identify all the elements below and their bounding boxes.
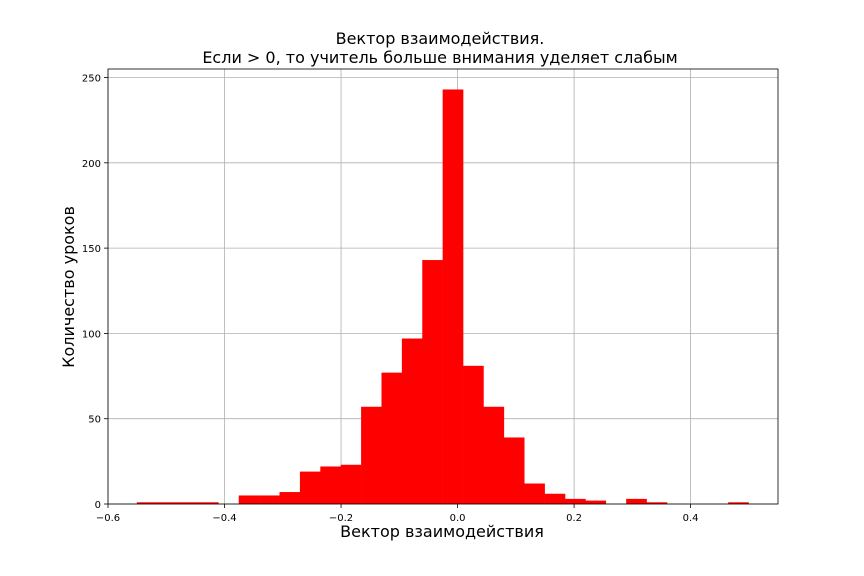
histogram-bar bbox=[564, 498, 586, 504]
x-axis-label: Вектор взаимодействия bbox=[340, 522, 544, 541]
bars bbox=[136, 89, 749, 505]
histogram-bar bbox=[626, 498, 647, 504]
histogram-bar bbox=[544, 493, 566, 504]
y-tick-label: 50 bbox=[88, 415, 101, 426]
histogram-bar bbox=[279, 492, 301, 504]
histogram-bar bbox=[197, 502, 219, 504]
chart-title-line2: Если > 0, то учитель больше внимания уде… bbox=[202, 48, 677, 67]
histogram-bar bbox=[320, 466, 341, 504]
histogram-bar bbox=[422, 260, 443, 504]
histogram-bar bbox=[524, 483, 545, 504]
histogram-bar bbox=[259, 495, 280, 504]
histogram-bar bbox=[585, 500, 607, 504]
x-tick-label: −0.6 bbox=[96, 513, 120, 524]
histogram-bar bbox=[299, 471, 321, 504]
histogram-bar bbox=[483, 406, 505, 504]
histogram-bar bbox=[361, 406, 382, 504]
histogram-bar bbox=[401, 338, 423, 504]
histogram-bar bbox=[136, 502, 158, 504]
histogram-bar bbox=[646, 502, 668, 504]
x-tick-label: −0.4 bbox=[212, 513, 236, 524]
plot-frame bbox=[107, 68, 779, 505]
axis-ticks: −0.6 −0.4 −0.2 0.0 0.2 0.4 0 50 100 150 200 250 bbox=[82, 74, 699, 524]
histogram-bar bbox=[442, 89, 464, 505]
histogram-bar bbox=[177, 502, 199, 504]
histogram-bar bbox=[728, 502, 749, 504]
histogram-bar bbox=[503, 437, 525, 504]
histogram-bar bbox=[157, 502, 178, 504]
y-tick-label: 150 bbox=[82, 244, 101, 255]
histogram-bar bbox=[238, 495, 260, 504]
y-tick-label: 0 bbox=[95, 500, 101, 511]
histogram-bar bbox=[340, 464, 362, 504]
x-tick-label: 0.0 bbox=[450, 513, 466, 524]
histogram-bar bbox=[463, 365, 484, 504]
histogram-bar bbox=[381, 372, 403, 504]
x-tick-label: 0.2 bbox=[566, 513, 582, 524]
chart-title-line1: Вектор взаимодействия. bbox=[336, 29, 545, 48]
x-tick-label: −0.2 bbox=[329, 513, 353, 524]
x-tick-label: 0.4 bbox=[683, 513, 699, 524]
y-tick-label: 100 bbox=[82, 329, 101, 340]
y-axis-label: Количество уроков bbox=[59, 206, 78, 368]
y-tick-label: 250 bbox=[82, 74, 101, 85]
y-tick-label: 200 bbox=[82, 159, 101, 170]
